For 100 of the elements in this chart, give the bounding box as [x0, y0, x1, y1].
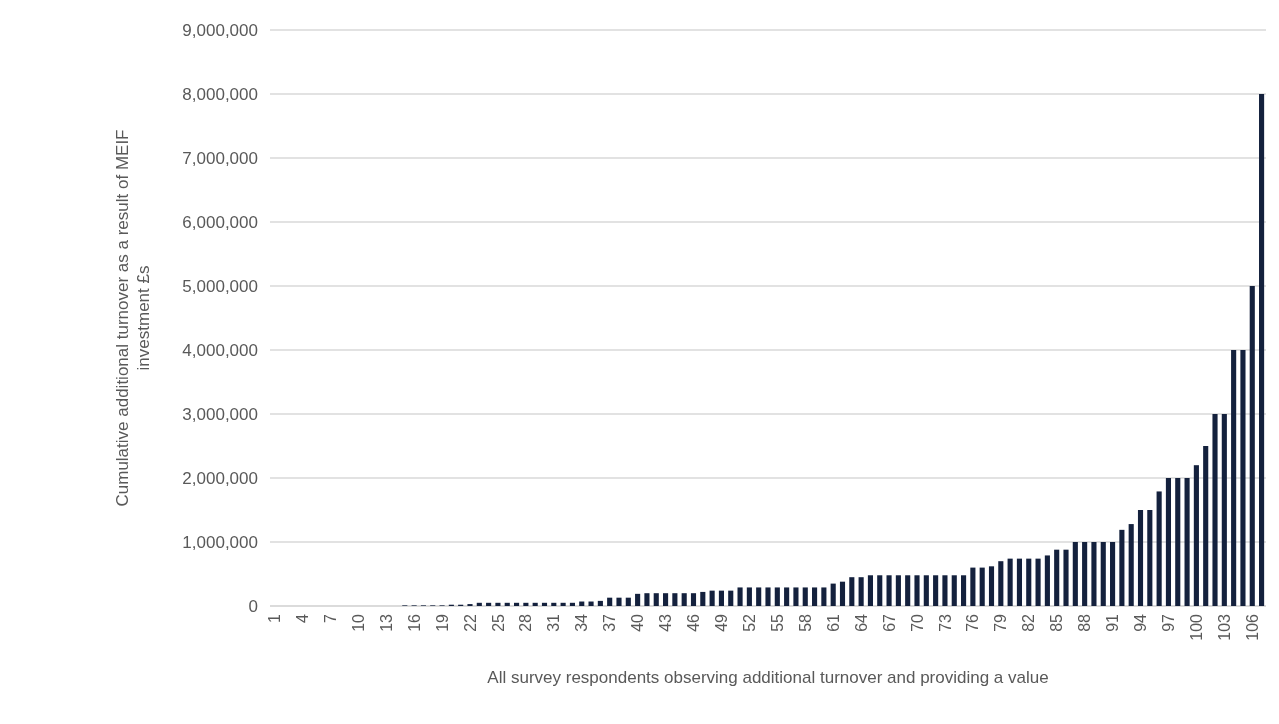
bar: [765, 587, 771, 606]
bar: [588, 601, 594, 606]
bar: [1147, 510, 1153, 606]
bar: [560, 602, 566, 606]
bar: [1091, 542, 1097, 606]
bar: [709, 590, 715, 606]
bar: [793, 587, 799, 606]
x-tick-label: 76: [964, 613, 982, 632]
x-tick-label: 61: [824, 613, 842, 632]
bar: [1026, 558, 1032, 606]
bar: [802, 587, 808, 606]
y-tick-label: 7,000,000: [182, 148, 258, 168]
bar: [1119, 529, 1125, 606]
x-tick-label: 52: [740, 613, 758, 632]
bar: [616, 597, 622, 606]
bar: [625, 597, 631, 606]
bar: [933, 575, 939, 606]
bar: [718, 590, 724, 606]
bar: [523, 602, 529, 606]
y-tick-label: 6,000,000: [182, 212, 258, 232]
bar: [1054, 549, 1060, 606]
bar: [700, 591, 706, 606]
y-tick-label: 2,000,000: [182, 468, 258, 488]
x-tick-label: 22: [461, 613, 479, 632]
bar: [830, 583, 836, 606]
x-tick-label: 34: [573, 613, 591, 632]
bar: [1035, 558, 1041, 606]
x-tick-label: 82: [1020, 613, 1038, 632]
bar: [728, 590, 734, 606]
x-tick-label: 16: [405, 613, 423, 632]
y-tick-label: 4,000,000: [182, 340, 258, 360]
bar: [1221, 414, 1227, 606]
x-tick-label: 88: [1076, 613, 1094, 632]
bar: [1016, 558, 1022, 606]
x-tick-label: 103: [1215, 613, 1233, 641]
bar: [1082, 542, 1088, 606]
x-tick-label: 70: [908, 613, 926, 632]
bar: [867, 575, 873, 606]
y-tick-label: 1,000,000: [182, 532, 258, 552]
bar: [541, 602, 548, 606]
bar: [951, 575, 957, 606]
bar: [961, 575, 967, 606]
x-tick-label: 79: [992, 613, 1010, 632]
bar: [774, 587, 780, 606]
bar: [942, 575, 948, 606]
bar: [681, 593, 687, 606]
x-tick-label: 19: [433, 613, 451, 632]
bar: [812, 587, 818, 606]
bar: [504, 602, 510, 606]
bar: [1184, 478, 1190, 606]
x-tick-label: 85: [1048, 613, 1066, 632]
x-tick-label: 13: [377, 613, 395, 632]
bar: [979, 567, 985, 606]
bar: [821, 587, 827, 606]
x-tick-label: 43: [657, 613, 675, 632]
bar: [858, 577, 864, 606]
bar: [1072, 542, 1078, 606]
y-tick-label: 0: [248, 596, 258, 616]
bar: [690, 593, 697, 606]
x-tick-label: 40: [629, 613, 647, 632]
bar: [635, 593, 641, 606]
x-tick-label: 37: [601, 613, 619, 632]
bar: [569, 602, 575, 606]
x-tick-label: 1: [266, 613, 284, 623]
x-tick-label: 55: [768, 613, 786, 632]
bar: [1231, 350, 1237, 606]
bar: [1044, 555, 1050, 606]
bar: [672, 593, 678, 606]
x-tick-label: 28: [517, 613, 535, 632]
bar: [1203, 446, 1209, 606]
x-tick-label: 49: [713, 613, 731, 632]
bar: [1128, 524, 1134, 606]
bar: [1193, 465, 1199, 606]
x-tick-label: 97: [1160, 613, 1178, 632]
x-tick-label: 64: [852, 613, 870, 632]
x-tick-label: 100: [1187, 613, 1205, 641]
bar: [1007, 558, 1013, 606]
bar: [746, 587, 752, 606]
bar: [551, 602, 557, 606]
bar: [1165, 478, 1172, 606]
y-axis-title: Cumulative additional turnover as a result of MEIF investment £s: [113, 129, 154, 507]
bar: [784, 587, 790, 606]
bar: [644, 593, 650, 606]
bar: [532, 602, 538, 606]
bar: [495, 602, 501, 606]
bar: [597, 600, 603, 606]
x-tick-label: 94: [1132, 613, 1150, 632]
bar: [839, 581, 846, 606]
bar: [1240, 350, 1246, 606]
x-axis-title: All survey respondents observing additional turnover and providing a value: [487, 668, 1049, 687]
bar: [877, 575, 883, 606]
bar: [756, 587, 762, 606]
bar: [476, 602, 482, 606]
bar: [914, 575, 920, 606]
bar: [849, 577, 855, 606]
y-tick-label: 9,000,000: [182, 20, 258, 40]
bar: [886, 575, 892, 606]
bar: [1212, 414, 1218, 606]
bar: [1063, 549, 1069, 606]
y-tick-label: 8,000,000: [182, 84, 258, 104]
